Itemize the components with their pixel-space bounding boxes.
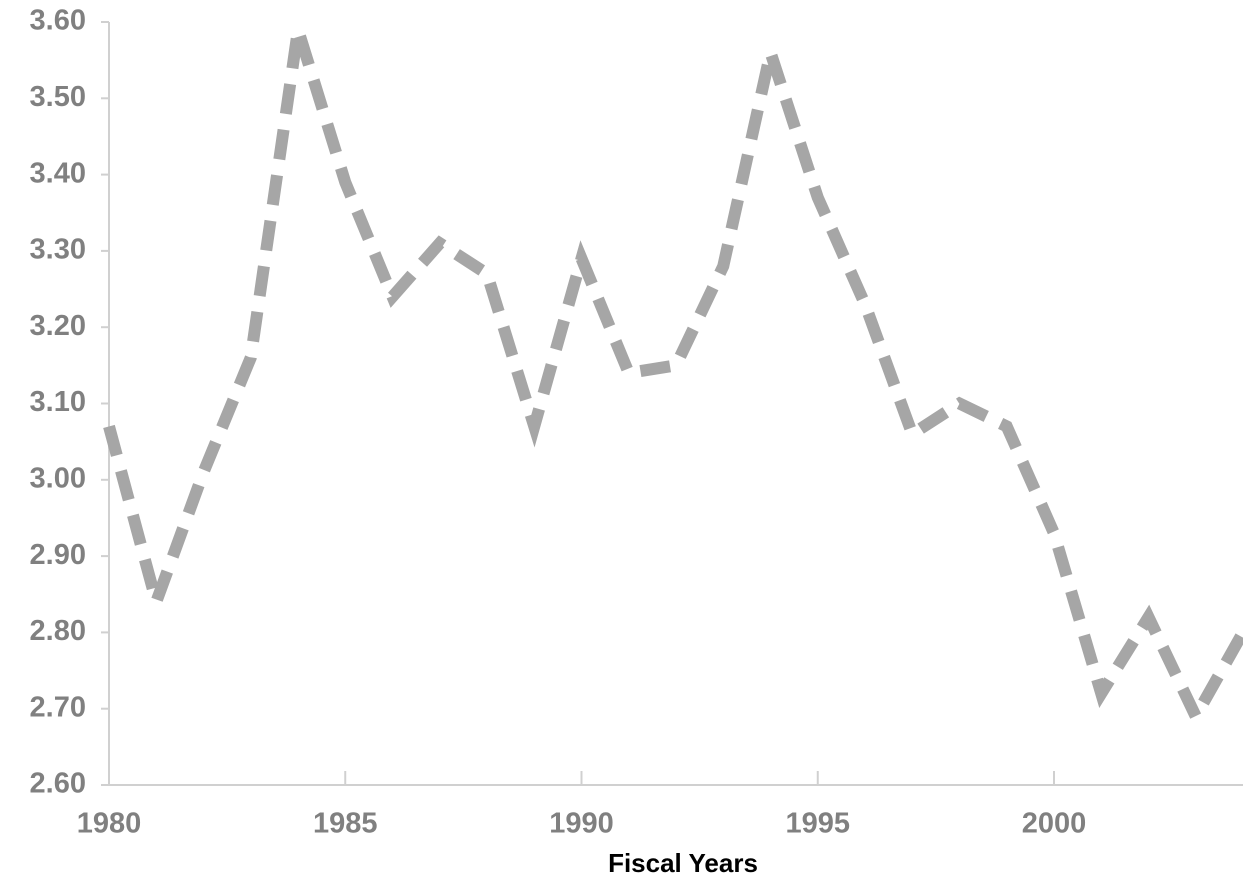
y-tick-label: 3.00 xyxy=(30,462,86,494)
x-tick-label: 1990 xyxy=(549,808,614,840)
x-tick-label: 2000 xyxy=(1022,808,1087,840)
x-axis-title: Fiscal Years xyxy=(608,848,758,878)
x-tick-label: 1985 xyxy=(313,808,378,840)
x-tick-label: 1980 xyxy=(77,808,142,840)
y-tick-label: 3.30 xyxy=(30,234,86,266)
y-tick-label: 2.80 xyxy=(30,615,86,647)
y-tick-label: 2.90 xyxy=(30,539,86,571)
x-tick-label: 1995 xyxy=(785,808,850,840)
y-tick-label: 3.50 xyxy=(30,81,86,113)
y-tick-label: 3.60 xyxy=(30,5,86,37)
y-tick-label: 2.60 xyxy=(30,768,86,800)
data-line xyxy=(103,27,1243,730)
y-tick-label: 3.40 xyxy=(30,157,86,189)
y-tick-label: 3.10 xyxy=(30,386,86,418)
y-tick-label: 3.20 xyxy=(30,310,86,342)
y-tick-label: 2.70 xyxy=(30,691,86,723)
